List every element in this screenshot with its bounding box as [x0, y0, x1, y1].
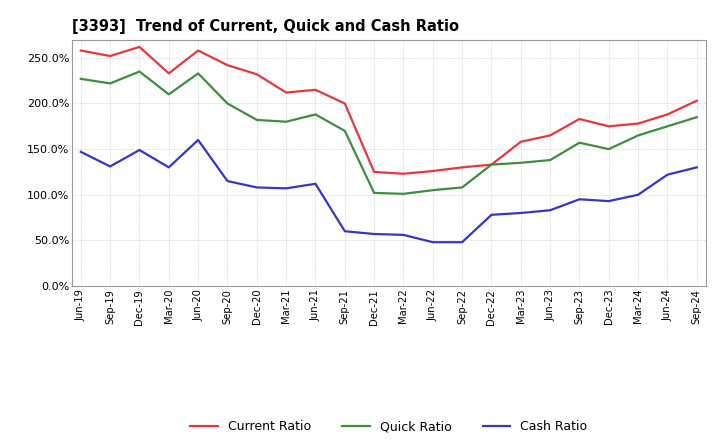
Current Ratio	[516, 139, 525, 144]
Quick Ratio	[106, 81, 114, 86]
Cash Ratio	[487, 212, 496, 217]
Current Ratio	[135, 44, 144, 50]
Cash Ratio	[223, 178, 232, 183]
Cash Ratio	[311, 181, 320, 187]
Text: [3393]  Trend of Current, Quick and Cash Ratio: [3393] Trend of Current, Quick and Cash …	[72, 19, 459, 34]
Cash Ratio	[194, 137, 202, 143]
Current Ratio	[693, 98, 701, 103]
Quick Ratio	[341, 128, 349, 133]
Cash Ratio	[546, 208, 554, 213]
Quick Ratio	[546, 158, 554, 163]
Cash Ratio	[282, 186, 290, 191]
Cash Ratio	[135, 147, 144, 153]
Current Ratio	[164, 71, 173, 76]
Quick Ratio	[516, 160, 525, 165]
Cash Ratio	[605, 198, 613, 204]
Cash Ratio	[458, 239, 467, 245]
Cash Ratio	[516, 210, 525, 216]
Cash Ratio	[253, 185, 261, 190]
Current Ratio	[634, 121, 642, 126]
Line: Quick Ratio: Quick Ratio	[81, 72, 697, 194]
Current Ratio	[458, 165, 467, 170]
Current Ratio	[399, 171, 408, 176]
Quick Ratio	[282, 119, 290, 125]
Quick Ratio	[487, 162, 496, 167]
Quick Ratio	[223, 101, 232, 106]
Quick Ratio	[428, 187, 437, 193]
Quick Ratio	[194, 71, 202, 76]
Quick Ratio	[76, 76, 85, 81]
Current Ratio	[370, 169, 379, 175]
Cash Ratio	[399, 232, 408, 238]
Quick Ratio	[311, 112, 320, 117]
Current Ratio	[106, 53, 114, 59]
Quick Ratio	[693, 114, 701, 120]
Cash Ratio	[164, 165, 173, 170]
Current Ratio	[253, 72, 261, 77]
Quick Ratio	[253, 117, 261, 123]
Cash Ratio	[634, 192, 642, 198]
Current Ratio	[487, 162, 496, 167]
Quick Ratio	[399, 191, 408, 197]
Cash Ratio	[106, 164, 114, 169]
Line: Cash Ratio: Cash Ratio	[81, 140, 697, 242]
Quick Ratio	[605, 147, 613, 152]
Quick Ratio	[634, 133, 642, 138]
Quick Ratio	[575, 140, 584, 145]
Current Ratio	[194, 48, 202, 53]
Cash Ratio	[341, 229, 349, 234]
Current Ratio	[223, 62, 232, 68]
Current Ratio	[311, 87, 320, 92]
Current Ratio	[663, 112, 672, 117]
Quick Ratio	[135, 69, 144, 74]
Current Ratio	[282, 90, 290, 95]
Quick Ratio	[164, 92, 173, 97]
Quick Ratio	[458, 185, 467, 190]
Current Ratio	[546, 133, 554, 138]
Quick Ratio	[663, 124, 672, 129]
Cash Ratio	[370, 231, 379, 237]
Line: Current Ratio: Current Ratio	[81, 47, 697, 174]
Quick Ratio	[370, 190, 379, 195]
Cash Ratio	[693, 165, 701, 170]
Cash Ratio	[663, 172, 672, 177]
Cash Ratio	[428, 239, 437, 245]
Current Ratio	[575, 116, 584, 121]
Cash Ratio	[575, 197, 584, 202]
Legend: Current Ratio, Quick Ratio, Cash Ratio: Current Ratio, Quick Ratio, Cash Ratio	[190, 420, 588, 433]
Current Ratio	[76, 48, 85, 53]
Cash Ratio	[76, 149, 85, 154]
Current Ratio	[341, 101, 349, 106]
Current Ratio	[605, 124, 613, 129]
Current Ratio	[428, 169, 437, 174]
